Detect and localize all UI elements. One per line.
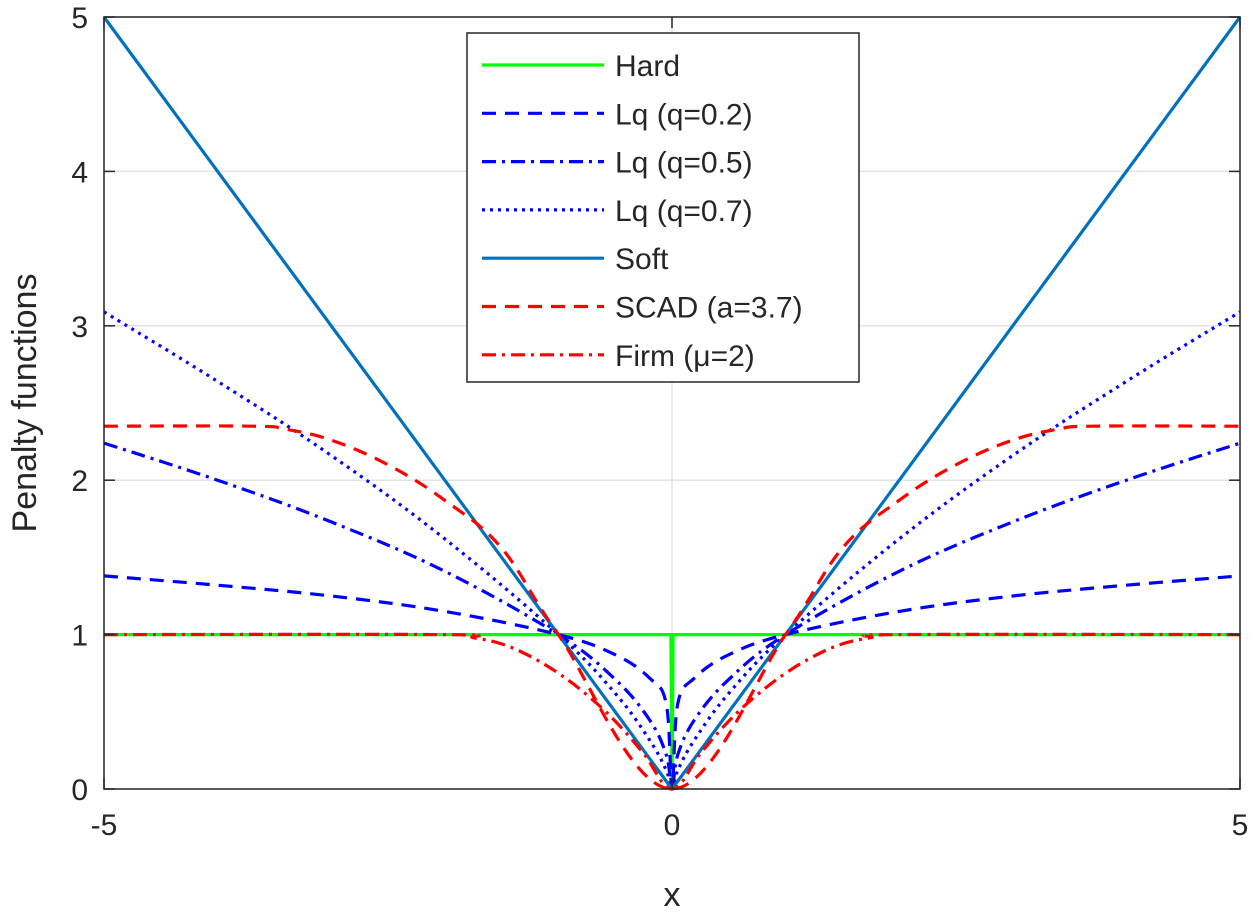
series-line-1 [104,633,1240,791]
legend: Hard Lq (q=0.2) Lq (q=0.5) Lq (q=0.7) Soft SC… [466,32,860,383]
series-line-6 [103,424,1241,791]
y-tick-label: 1 [71,620,88,653]
legend-label: Lq (q=0.5) [615,147,753,180]
y-tick-label: 4 [71,156,88,189]
legend-label: Soft [615,243,669,276]
series-line-3 [103,441,1241,791]
x-tick-label: 0 [664,809,681,842]
legend-box [466,32,860,383]
legend-label: SCAD (a=3.7) [615,292,803,325]
x-tick-label: -5 [91,809,118,842]
legend-label: Firm (μ=2) [615,340,755,373]
y-axis-title: Penalty functions [6,274,44,533]
y-tick-label: 3 [71,311,88,344]
y-tick-label: 2 [71,465,88,498]
x-tick-label: 5 [1232,809,1249,842]
y-tick-label: 5 [71,2,88,35]
legend-label: Hard [615,50,680,83]
y-tick-label: 0 [71,774,88,807]
x-axis-title: x [664,876,681,914]
legend-label: Lq (q=0.2) [615,98,753,131]
legend-label: Lq (q=0.7) [615,195,753,228]
